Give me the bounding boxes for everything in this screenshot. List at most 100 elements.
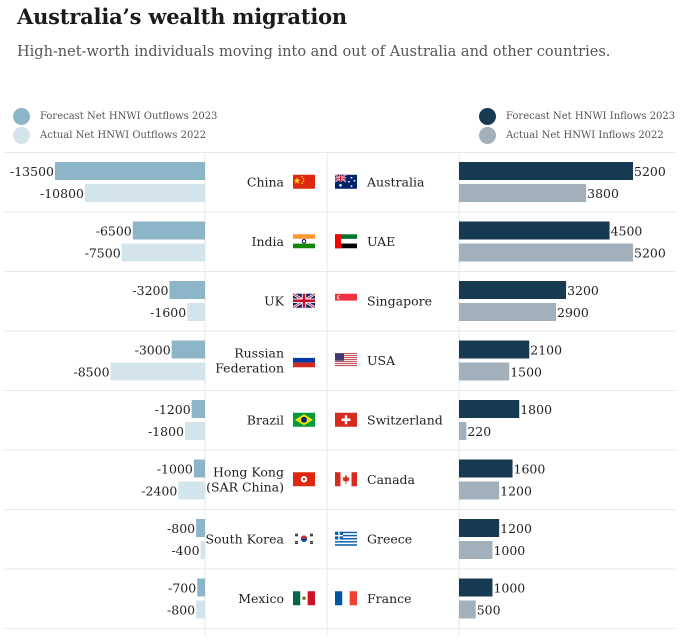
inflow-country-label: Canada: [367, 472, 416, 487]
legend-inflow-actual: Actual Net HNWI Inflows 2022: [479, 127, 664, 144]
inflow-actual-bar: [459, 600, 476, 619]
inflow-actual-value: 500: [477, 603, 501, 618]
inflow-forecast-bar: [459, 578, 493, 597]
inflow-actual-value: 220: [467, 424, 491, 439]
outflow-actual-bar: [178, 481, 205, 500]
inflow-country-label: USA: [367, 353, 396, 368]
inflow-actual-value: 3800: [587, 186, 619, 201]
legend-swatch-inflow-forecast: [479, 108, 496, 125]
russia-flag-icon: [293, 353, 315, 368]
outflow-actual-bar: [185, 422, 205, 440]
outflow-country-label: India: [252, 234, 285, 249]
outflow-country-label: (SAR China): [206, 479, 284, 494]
inflow-country-label: Greece: [367, 531, 412, 546]
legend-swatch-inflow-actual: [479, 127, 496, 144]
greece-flag-icon: [335, 531, 357, 546]
inflow-country-label: UAE: [367, 234, 395, 249]
inflow-actual-bar: [459, 243, 633, 262]
outflow-forecast-bar: [197, 578, 205, 597]
legend-swatch-outflow-forecast: [13, 108, 30, 125]
hong-kong-flag-icon: [293, 472, 315, 487]
inflow-forecast-bar: [459, 400, 520, 418]
outflow-forecast-value: -3200: [132, 283, 168, 298]
outflow-actual-value: -400: [171, 543, 199, 558]
outflow-forecast-value: -13500: [10, 164, 54, 179]
inflow-country-label: Australia: [366, 174, 425, 189]
singapore-flag-icon: [335, 293, 357, 308]
india-flag-icon: [293, 234, 315, 249]
legend-label-inflow-forecast: Forecast Net HNWI Inflows 2023: [506, 111, 676, 122]
inflow-forecast-value: 1000: [493, 581, 525, 596]
outflow-country-label: China: [247, 174, 285, 189]
legend-outflow-actual: Actual Net HNWI Outflows 2022: [13, 127, 206, 144]
inflow-country-label: Switzerland: [367, 412, 443, 427]
outflow-forecast-bar: [171, 340, 205, 359]
inflow-forecast-value: 3200: [567, 283, 599, 298]
outflow-actual-value: -1800: [148, 424, 184, 439]
inflow-actual-bar: [459, 541, 493, 559]
australia-flag-icon: [334, 174, 357, 189]
outflow-actual-bar: [187, 303, 205, 321]
uk-flag-icon: [292, 292, 316, 309]
inflow-forecast-bar: [459, 459, 513, 478]
inflow-actual-bar: [459, 303, 557, 321]
outflow-actual-bar: [121, 243, 205, 262]
inflow-forecast-value: 1800: [520, 402, 552, 417]
inflow-forecast-bar: [459, 281, 567, 299]
outflow-actual-bar: [110, 362, 205, 381]
outflow-forecast-bar: [132, 221, 205, 240]
outflow-forecast-value: -3000: [135, 343, 171, 358]
france-flag-icon: [335, 591, 357, 606]
inflow-actual-bar: [459, 184, 587, 202]
outflow-forecast-value: -800: [167, 521, 195, 536]
chart-title: Australia’s wealth migration: [17, 4, 347, 29]
legend-label-inflow-actual: Actual Net HNWI Inflows 2022: [506, 130, 664, 141]
outflow-forecast-value: -6500: [96, 224, 132, 239]
outflow-actual-value: -2400: [141, 484, 177, 499]
outflow-forecast-bar: [193, 459, 205, 478]
legend-swatch-outflow-actual: [13, 127, 30, 144]
inflow-forecast-value: 1200: [500, 521, 532, 536]
south-korea-flag-icon: [293, 531, 315, 546]
outflow-actual-bar: [200, 541, 205, 559]
inflow-forecast-bar: [459, 519, 500, 537]
inflow-actual-bar: [459, 362, 510, 381]
outflow-forecast-value: -700: [168, 581, 196, 596]
mexico-flag-icon: [293, 591, 315, 606]
inflow-forecast-value: 2100: [530, 343, 562, 358]
inflow-actual-bar: [459, 481, 500, 500]
outflow-country-label: Federation: [215, 360, 284, 375]
outflow-forecast-bar: [196, 519, 205, 537]
outflow-forecast-bar: [191, 400, 205, 418]
inflow-forecast-bar: [459, 221, 610, 240]
inflow-country-label: Singapore: [367, 293, 432, 308]
inflow-actual-value: 1000: [493, 543, 525, 558]
inflow-actual-value: 1500: [510, 365, 542, 380]
outflow-actual-value: -10800: [40, 186, 84, 201]
brazil-flag-icon: [293, 412, 315, 427]
switzerland-flag-icon: [335, 412, 357, 427]
outflow-country-label: UK: [264, 293, 285, 308]
inflow-country-label: France: [367, 591, 412, 606]
legend-inflow-forecast: Forecast Net HNWI Inflows 2023: [479, 108, 675, 125]
outflow-forecast-bar: [169, 281, 205, 299]
outflow-country-label: Russian: [234, 345, 284, 360]
outflow-actual-bar: [85, 184, 205, 202]
outflow-country-label: Mexico: [238, 591, 284, 606]
uae-flag-icon: [335, 234, 357, 249]
outflow-country-label: Hong Kong: [213, 464, 284, 479]
legend-label-outflow-forecast: Forecast Net HNWI Outflows 2023: [40, 111, 218, 122]
inflow-actual-bar: [459, 422, 467, 440]
canada-flag-icon: [335, 472, 357, 487]
inflow-actual-value: 1200: [500, 484, 532, 499]
outflow-actual-value: -8500: [74, 365, 110, 380]
outflow-actual-value: -7500: [85, 246, 121, 261]
outflow-actual-value: -800: [167, 603, 195, 618]
outflow-forecast-value: -1200: [155, 402, 191, 417]
inflow-actual-value: 2900: [557, 305, 589, 320]
outflow-forecast-bar: [55, 162, 205, 180]
outflow-forecast-value: -1000: [157, 462, 193, 477]
outflow-actual-bar: [196, 600, 205, 619]
inflow-forecast-value: 5200: [634, 164, 666, 179]
